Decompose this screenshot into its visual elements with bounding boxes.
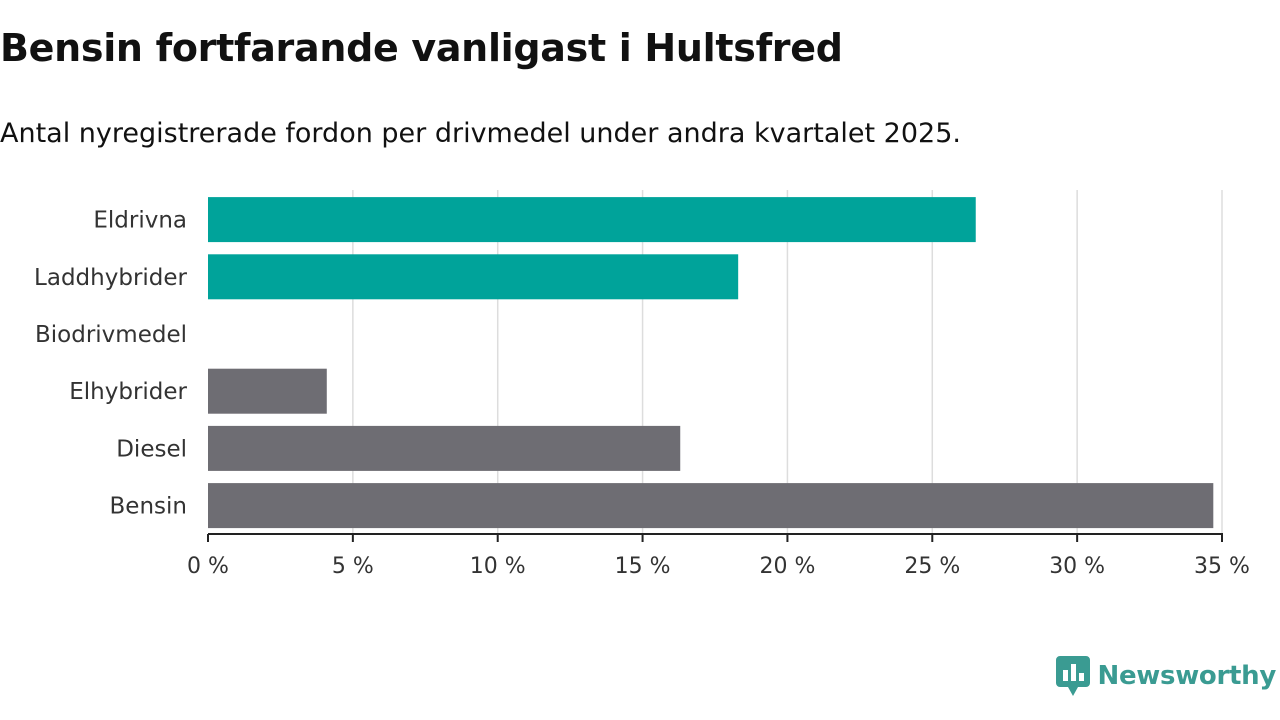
- category-label-laddhybrider: Laddhybrider: [34, 265, 187, 291]
- bar-bensin: [208, 483, 1214, 529]
- x-tick-label-5: 25 %: [904, 554, 960, 579]
- x-tick-label-7: 35 %: [1194, 554, 1250, 579]
- bar-elhybrider: [208, 368, 327, 414]
- category-labels: Eldrivna Laddhybrider Biodrivmedel Elhybrid…: [34, 208, 187, 520]
- newsworthy-logo: Newsworthy: [1055, 656, 1277, 696]
- x-tick-label-1: 5 %: [332, 554, 374, 579]
- x-tick-label-2: 10 %: [470, 554, 526, 579]
- grid-lines: [352, 190, 1223, 534]
- x-tick-label-0: 0 %: [187, 554, 229, 579]
- category-label-elhybrider: Elhybrider: [69, 379, 187, 405]
- brand-name: Newsworthy: [1097, 661, 1277, 691]
- bar-laddhybrider: [208, 254, 739, 300]
- bar-diesel: [208, 425, 681, 471]
- x-tick-label-4: 20 %: [759, 554, 815, 579]
- chart-logo-icon: [1055, 656, 1090, 696]
- bar-eldrivna: [208, 197, 976, 243]
- x-axis: 0 % 5 % 10 % 15 % 20 % 25 % 30 % 35 %: [187, 533, 1250, 579]
- category-label-diesel: Diesel: [116, 436, 187, 462]
- category-label-bensin: Bensin: [110, 494, 187, 520]
- category-label-eldrivna: Eldrivna: [93, 208, 187, 234]
- x-tick-label-3: 15 %: [615, 554, 671, 579]
- bars: [208, 197, 1214, 529]
- chart-title: Bensin fortfarande vanligast i Hultsfred: [0, 26, 843, 70]
- chart-subtitle: Antal nyregistrerade fordon per drivmede…: [0, 118, 961, 149]
- x-tick-label-6: 30 %: [1049, 554, 1105, 579]
- category-label-biodrivmedel: Biodrivmedel: [35, 322, 187, 348]
